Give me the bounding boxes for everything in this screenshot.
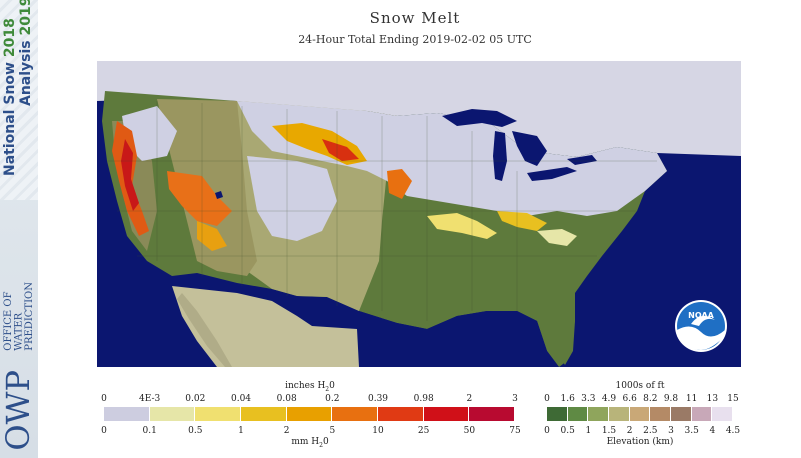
brand-title-line2: Analysis 2019 <box>18 0 34 106</box>
noaa-logo: NOAA <box>675 300 727 352</box>
melt-bottom-tick: 0.5 <box>188 426 203 436</box>
melt-top-tick: 0.04 <box>230 394 252 404</box>
agency-name: OFFICE OF WATER PREDICTION <box>3 282 35 351</box>
elevation-top-tick: 4.9 <box>601 394 617 404</box>
elevation-swatch <box>650 407 671 421</box>
owp-logo: OWP <box>0 370 37 451</box>
lake-erie <box>527 167 577 181</box>
melt-bottom-tick: 1 <box>238 426 244 436</box>
melt-bottom-tick: 2 <box>283 426 290 436</box>
melt-top-tick: 4E-3 <box>139 394 161 404</box>
elevation-bottom-tick: 2 <box>626 426 633 436</box>
melt-swatch <box>423 407 470 421</box>
melt-montana-inner <box>322 139 359 161</box>
melt-swatch <box>332 407 378 421</box>
elevation-bottom-tick: 1 <box>585 426 592 436</box>
melt-bottom-tick: 0.1 <box>142 426 157 436</box>
baja-region <box>177 293 232 367</box>
elevation-bottom-tick: 3.5 <box>684 426 699 436</box>
elevation-unit-km: Elevation (km) <box>606 437 674 447</box>
page-subtitle: 24-Hour Total Ending 2019-02-02 05 UTC <box>298 33 532 46</box>
elevation-top-tick: 0 <box>544 394 550 404</box>
melt-utah <box>197 221 227 251</box>
elevation-swatch <box>609 407 630 421</box>
elevation-swatch <box>567 407 589 421</box>
melt-swatch <box>241 407 287 421</box>
branding-strip: National Snow 2018 Analysis 2019 OFFICE … <box>0 0 38 458</box>
state-borders <box>107 101 657 321</box>
elevation-bottom-tick: 4.5 <box>725 426 741 436</box>
melt-unit-inches: inches H20 <box>285 381 335 393</box>
brand-title-line1: National Snow 2018 <box>2 18 18 176</box>
melt-idaho <box>167 171 232 226</box>
lake-ontario <box>567 155 597 165</box>
melt-swatch <box>286 407 333 421</box>
lake-superior <box>442 109 517 127</box>
melt-bottom-tick: 25 <box>417 426 430 436</box>
snow-rockies <box>247 156 337 241</box>
melt-top-tick: 0.2 <box>325 394 340 404</box>
melt-cascades-inner <box>121 139 139 211</box>
melt-top-tick: 0.02 <box>185 394 206 404</box>
melt-appalachia <box>537 229 577 246</box>
melt-top-tick: 3 <box>512 394 518 404</box>
elevation-bottom-tick: 1.5 <box>601 426 617 436</box>
elevation-swatch <box>671 407 692 421</box>
elevation-top-tick: 9.8 <box>663 394 679 404</box>
elevation-bottom-tick: 2.5 <box>643 426 658 436</box>
elevation-top-tick: 6.6 <box>622 394 637 404</box>
elevation-unit-ft: 1000s of ft <box>615 381 665 391</box>
elevation-bottom-tick: 4 <box>709 426 716 436</box>
elevation-top-tick: 13 <box>706 394 719 404</box>
lake-michigan <box>493 131 507 181</box>
lake-huron <box>512 131 547 166</box>
melt-bottom-tick: 75 <box>509 426 521 436</box>
elevation-top-tick: 11 <box>685 394 698 404</box>
melt-midwest <box>427 213 497 239</box>
elevation-top-tick: 3.3 <box>581 394 596 404</box>
elevation-bottom-tick: 0.5 <box>560 426 575 436</box>
melt-top-tick: 0.08 <box>276 394 297 404</box>
melt-swatch <box>469 407 515 421</box>
melt-bottom-tick: 5 <box>329 426 336 436</box>
canada-region <box>97 61 741 157</box>
elevation-swatch <box>588 407 609 421</box>
melt-dakota <box>387 169 412 199</box>
snow-texture <box>0 0 38 200</box>
elevation-bottom-tick: 3 <box>668 426 674 436</box>
melt-top-tick: 0.98 <box>413 394 434 404</box>
snow-melt-map: NOAA <box>97 61 741 367</box>
elevation-swatch <box>691 407 713 421</box>
elevation-swatch <box>547 407 568 421</box>
melt-bottom-tick: 50 <box>463 426 476 436</box>
elevation-swatch <box>712 407 733 421</box>
melt-swatch <box>104 407 150 421</box>
florida <box>537 309 575 365</box>
melt-ohio <box>497 211 547 231</box>
melt-bottom-tick: 0 <box>101 426 107 436</box>
melt-swatch <box>378 407 424 421</box>
melt-swatch <box>149 407 196 421</box>
melt-top-tick: 0 <box>101 394 107 404</box>
melt-bottom-tick: 10 <box>372 426 384 436</box>
elevation-bottom-tick: 0 <box>544 426 550 436</box>
melt-unit-mm: mm H20 <box>291 437 329 449</box>
snow-north <box>237 101 667 216</box>
elevation-swatch <box>629 407 651 421</box>
melt-top-tick: 2 <box>466 394 473 404</box>
elevation-top-tick: 1.6 <box>560 394 575 404</box>
gulf <box>359 311 559 367</box>
noaa-label: NOAA <box>688 311 714 320</box>
page-title: Snow Melt <box>369 9 461 27</box>
snow-cascades <box>122 106 177 161</box>
elevation-top-tick: 8.2 <box>643 394 658 404</box>
elevation-top-tick: 15 <box>727 394 739 404</box>
melt-top-tick: 0.39 <box>367 394 389 404</box>
melt-swatch <box>195 407 241 421</box>
great-salt-lake <box>215 191 223 199</box>
